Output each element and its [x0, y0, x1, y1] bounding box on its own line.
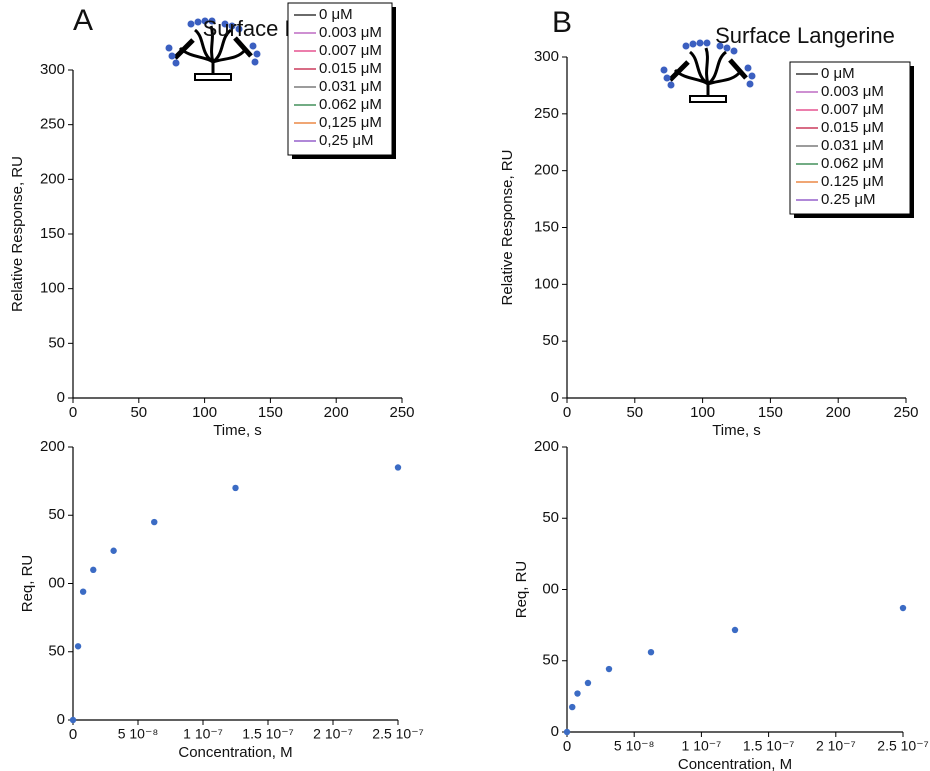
- legend-label: 0.125 μM: [821, 173, 884, 190]
- x-tick-label: 150: [758, 404, 783, 421]
- legend-label: 0.007 μM: [319, 42, 382, 59]
- data-point: [605, 665, 613, 673]
- x-tick-label: 1 10⁻⁷: [682, 738, 722, 754]
- x-tick-label: 250: [893, 404, 918, 421]
- y-tick-label: 300: [534, 48, 559, 65]
- y-tick-label: 50: [542, 332, 559, 349]
- x-tick-label: 0: [69, 726, 77, 743]
- x-tick-label: 2 10⁻⁷: [816, 738, 856, 754]
- y-tick-label: 50: [542, 509, 559, 526]
- data-point: [394, 464, 402, 471]
- data-point: [574, 690, 581, 697]
- y-axis-label: Req, RU: [513, 561, 530, 619]
- data-point: [899, 604, 907, 612]
- y-tick-label: 0: [551, 723, 559, 740]
- y-tick-label: 100: [534, 275, 559, 292]
- y-tick-label: 0: [57, 711, 65, 728]
- x-tick-label: 100: [690, 404, 715, 421]
- legend-label: 0 μM: [821, 65, 855, 82]
- x-tick-label: 1 10⁻⁷: [183, 726, 223, 742]
- legend-label: 0.015 μM: [319, 60, 382, 77]
- panel-label: A: [73, 4, 93, 37]
- x-tick-label: 50: [626, 404, 643, 421]
- x-axis-label: Concentration, M: [678, 756, 792, 771]
- x-tick-label: 2 10⁻⁷: [313, 726, 353, 742]
- data-point: [69, 716, 77, 724]
- x-tick-label: 200: [324, 404, 349, 421]
- legend-label: 0.003 μM: [821, 83, 884, 100]
- y-tick-label: 200: [40, 438, 65, 455]
- y-tick-label: 0: [57, 389, 65, 406]
- data-point: [569, 703, 576, 711]
- x-tick-label: 100: [192, 404, 217, 421]
- x-tick-label: 50: [130, 404, 147, 421]
- x-tick-label: 1.5 10⁻⁷: [242, 726, 293, 742]
- legend-label: 0,125 μM: [319, 114, 382, 131]
- x-axis-label: Concentration, M: [178, 744, 292, 761]
- y-tick-label: 50: [48, 506, 65, 523]
- x-tick-label: 2.5 10⁻⁷: [877, 738, 928, 754]
- y-tick-label: 50: [542, 652, 559, 669]
- legend-label: 0.062 μM: [319, 96, 382, 113]
- data-point: [151, 518, 158, 526]
- chart-title: Surface Langerine: [715, 23, 895, 48]
- y-axis-label: Relative Response, RU: [499, 150, 516, 306]
- y-tick-label: 250: [40, 116, 65, 133]
- legend-label: 0.031 μM: [821, 137, 884, 154]
- x-tick-label: 0: [563, 404, 571, 421]
- x-tick-label: 200: [826, 404, 851, 421]
- legend-label: 0.062 μM: [821, 155, 884, 172]
- x-tick-label: 250: [389, 404, 414, 421]
- y-tick-label: 200: [40, 170, 65, 187]
- legend-box: [789, 61, 911, 215]
- legend-label: 0.007 μM: [821, 101, 884, 118]
- legend-label: 0 μM: [319, 6, 353, 23]
- data-point: [647, 649, 655, 656]
- y-tick-label: 0: [551, 389, 559, 406]
- y-tick-label: 50: [48, 334, 65, 351]
- x-tick-label: 5 10⁻⁸: [614, 738, 655, 754]
- data-point: [232, 484, 239, 492]
- data-point: [731, 626, 739, 634]
- y-tick-label: 150: [40, 225, 65, 242]
- y-axis-label: Req, RU: [19, 555, 36, 613]
- data-point: [584, 679, 592, 687]
- data-point: [74, 643, 82, 650]
- x-axis-label: Time, s: [712, 422, 761, 439]
- x-tick-label: 0: [563, 738, 571, 755]
- legend-label: 0.015 μM: [821, 119, 884, 136]
- panel-label: B: [552, 6, 572, 39]
- x-tick-label: 150: [258, 404, 283, 421]
- legend-label: 0.25 μM: [821, 191, 876, 208]
- y-tick-label: 00: [542, 580, 559, 597]
- legend-label: 0.031 μM: [319, 78, 382, 95]
- x-tick-label: 1.5 10⁻⁷: [743, 738, 794, 754]
- y-axis-label: Relative Response, RU: [9, 156, 26, 312]
- x-tick-label: 5 10⁻⁸: [118, 726, 159, 742]
- data-point: [79, 588, 87, 595]
- legend-label: 0,25 μM: [319, 132, 374, 149]
- y-tick-label: 250: [534, 105, 559, 122]
- x-tick-label: 2.5 10⁻⁷: [372, 726, 423, 742]
- y-tick-label: 200: [534, 438, 559, 455]
- y-tick-label: 50: [48, 643, 65, 660]
- y-tick-label: 00: [48, 574, 65, 591]
- x-axis-label: Time, s: [213, 422, 262, 439]
- y-tick-label: 100: [40, 280, 65, 297]
- legend-label: 0.003 μM: [319, 24, 382, 41]
- y-tick-label: 150: [534, 218, 559, 235]
- x-tick-label: 0: [69, 404, 77, 421]
- data-point: [563, 728, 571, 736]
- data-point: [90, 566, 97, 574]
- y-tick-label: 300: [40, 61, 65, 78]
- y-tick-label: 200: [534, 162, 559, 179]
- axis-line: [566, 447, 903, 733]
- data-point: [110, 547, 117, 554]
- dendrimer-icon: [661, 40, 756, 103]
- legend-box: [287, 2, 393, 156]
